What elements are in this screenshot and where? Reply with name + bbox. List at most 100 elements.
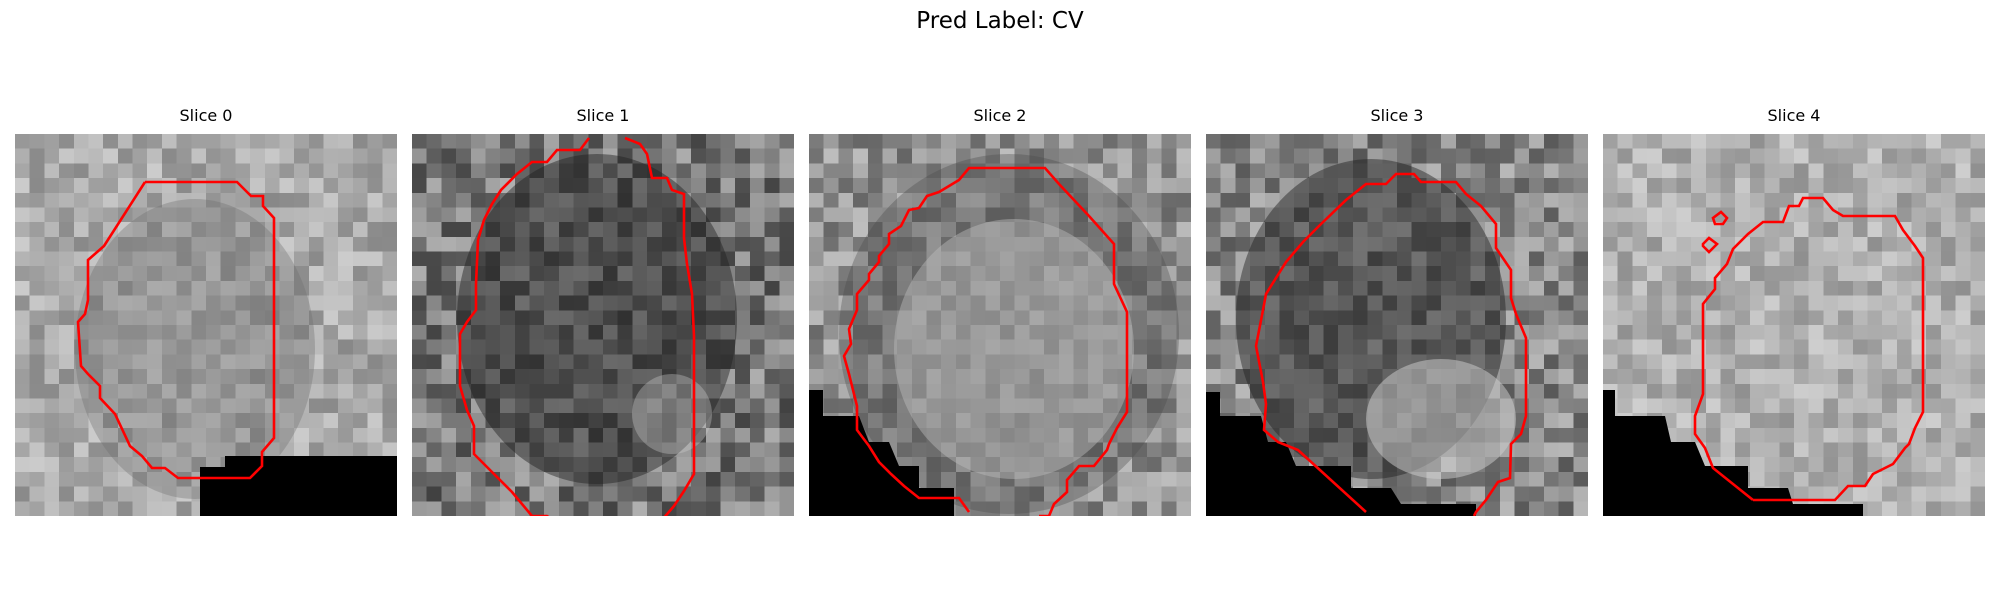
texture-pixel <box>279 280 295 297</box>
texture-pixel <box>1955 222 1971 238</box>
texture-pixel <box>882 251 898 267</box>
texture-pixel <box>1911 442 1927 458</box>
texture-pixel <box>1161 266 1177 282</box>
texture-pixel <box>838 251 854 267</box>
texture-pixel <box>1382 266 1398 282</box>
texture-pixel <box>1367 148 1383 164</box>
texture-pixel <box>470 148 487 164</box>
texture-pixel <box>441 325 457 341</box>
texture-pixel <box>897 398 913 414</box>
texture-pixel <box>220 369 236 385</box>
texture-pixel <box>514 310 531 326</box>
texture-pixel <box>1499 486 1516 502</box>
texture-pixel <box>970 251 986 267</box>
texture-pixel <box>235 207 251 223</box>
texture-pixel <box>117 457 134 473</box>
texture-pixel <box>1691 222 1707 238</box>
texture-pixel <box>1029 222 1045 238</box>
texture-pixel <box>1896 398 1913 414</box>
texture-pixel <box>1970 280 1985 297</box>
texture-pixel <box>1838 325 1854 341</box>
texture-pixel <box>514 442 531 458</box>
texture-pixel <box>1926 310 1942 326</box>
texture-pixel <box>412 251 428 267</box>
texture-pixel <box>1206 310 1222 326</box>
texture-pixel <box>911 442 928 458</box>
texture-pixel <box>1323 339 1339 355</box>
texture-pixel <box>955 251 972 267</box>
texture-pixel <box>1543 295 1560 311</box>
texture-pixel <box>1808 369 1824 385</box>
texture-pixel <box>1485 471 1501 488</box>
texture-pixel <box>1308 383 1325 400</box>
texture-pixel <box>338 442 354 458</box>
texture-pixel <box>367 369 383 385</box>
texture-pixel <box>529 310 545 326</box>
texture-pixel <box>367 310 383 326</box>
texture-pixel <box>206 383 222 400</box>
texture-pixel <box>1499 354 1516 370</box>
texture-pixel <box>1206 148 1222 164</box>
texture-pixel <box>603 134 619 150</box>
texture-pixel <box>1911 134 1927 150</box>
texture-pixel <box>617 207 633 223</box>
texture-pixel <box>1176 457 1191 473</box>
texture-pixel <box>867 339 884 355</box>
texture-pixel <box>264 163 281 179</box>
texture-pixel <box>15 369 31 385</box>
texture-pixel <box>161 486 178 502</box>
texture-pixel <box>1970 207 1985 223</box>
texture-pixel <box>1573 369 1588 385</box>
texture-pixel <box>426 236 442 253</box>
texture-pixel <box>661 325 678 341</box>
texture-pixel <box>1852 325 1869 341</box>
texture-pixel <box>1896 383 1913 400</box>
texture-pixel <box>279 427 295 444</box>
texture-pixel <box>897 280 913 297</box>
texture-pixel <box>147 251 163 267</box>
texture-pixel <box>1970 457 1985 473</box>
texture-pixel <box>1161 178 1177 194</box>
texture-pixel <box>1088 398 1104 414</box>
texture-pixel <box>147 266 163 282</box>
texture-pixel <box>1573 280 1588 297</box>
texture-pixel <box>603 207 619 223</box>
texture-pixel <box>911 134 928 150</box>
texture-pixel <box>941 236 957 253</box>
texture-pixel <box>735 310 751 326</box>
texture-pixel <box>544 310 560 326</box>
texture-pixel <box>1955 295 1971 311</box>
texture-pixel <box>1367 192 1383 209</box>
texture-pixel <box>955 325 972 341</box>
texture-pixel <box>426 222 442 238</box>
texture-pixel <box>809 148 825 164</box>
texture-pixel <box>485 501 501 516</box>
texture-pixel <box>73 178 90 194</box>
texture-pixel <box>88 192 104 209</box>
texture-pixel <box>1529 471 1545 488</box>
texture-pixel <box>1735 383 1751 400</box>
texture-pixel <box>294 354 310 370</box>
texture-pixel <box>661 295 678 311</box>
texture-pixel <box>1014 354 1030 370</box>
texture-pixel <box>1970 310 1985 326</box>
texture-pixel <box>955 266 972 282</box>
texture-pixel <box>1499 192 1516 209</box>
texture-pixel <box>161 413 178 429</box>
texture-pixel <box>59 222 75 238</box>
texture-pixel <box>264 354 281 370</box>
texture-pixel <box>705 280 722 297</box>
texture-pixel <box>676 354 692 370</box>
texture-pixel <box>941 427 957 444</box>
texture-pixel <box>705 398 722 414</box>
texture-pixel <box>1543 192 1560 209</box>
texture-pixel <box>1794 354 1810 370</box>
texture-pixel <box>235 192 251 209</box>
texture-pixel <box>1955 383 1971 400</box>
texture-pixel <box>1470 251 1486 267</box>
texture-pixel <box>15 148 31 164</box>
texture-pixel <box>1308 178 1325 194</box>
texture-pixel <box>632 310 648 326</box>
texture-pixel <box>573 192 589 209</box>
texture-pixel <box>1823 266 1839 282</box>
